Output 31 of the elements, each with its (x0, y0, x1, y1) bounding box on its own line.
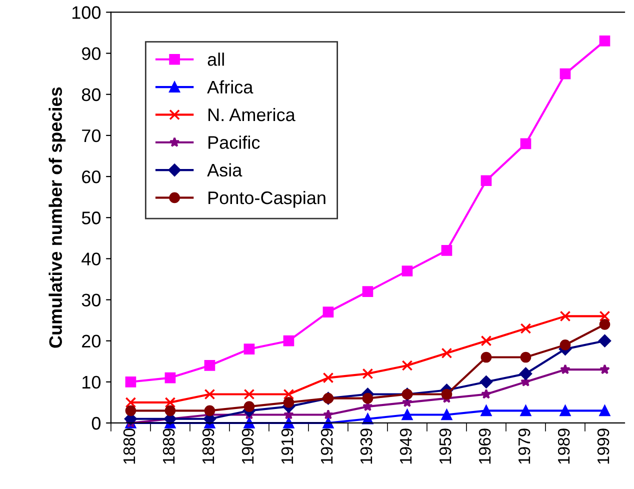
y-tick-label: 70 (82, 129, 101, 142)
y-tick-label: 0 (92, 416, 101, 430)
x-tick-label: 1939 (360, 428, 372, 464)
x-tick-label: 1880 (123, 428, 136, 464)
legend-label: Pacific (208, 136, 260, 149)
y-tick-label: 60 (82, 170, 101, 184)
x-tick-label: 1999 (597, 428, 610, 464)
y-tick-label: 30 (82, 294, 101, 306)
y-tick-label: 50 (82, 212, 101, 224)
x-tick-label: 1909 (242, 428, 254, 464)
x-tick-label: 1919 (281, 428, 294, 464)
y-tick-label: 90 (82, 47, 101, 60)
y-tick-label: 100 (72, 6, 101, 19)
x-tick-label: 1989 (558, 428, 570, 464)
y-tick-label: 20 (82, 334, 101, 348)
x-tick-label: 1959 (439, 428, 452, 464)
y-axis-title: Cumulative number of species (48, 87, 66, 348)
y-tick-label: 80 (82, 88, 101, 102)
y-tick-label: 40 (82, 252, 101, 266)
x-tick-label: 1899 (202, 428, 214, 464)
legend-label: Africa (207, 80, 254, 94)
legend-label: Asia (207, 163, 242, 177)
legend-label: all (208, 52, 224, 66)
x-tick-label: 1949 (400, 428, 412, 464)
y-tick-label: 10 (82, 376, 101, 389)
x-tick-label: 1929 (320, 428, 333, 464)
x-tick-label: 1979 (518, 428, 530, 464)
x-tick-label: 1969 (478, 428, 491, 464)
x-tick-label: 1889 (162, 428, 175, 464)
legend-label: Ponto-Caspian (208, 190, 326, 208)
legend-label: N. America (208, 108, 296, 122)
